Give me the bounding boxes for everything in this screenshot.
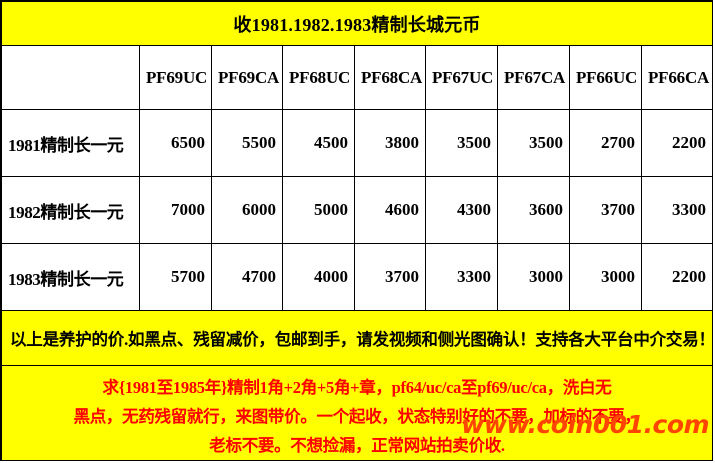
price-cell: 5700: [139, 243, 212, 311]
price-cell: 3300: [425, 243, 498, 311]
price-cell: 2700: [569, 109, 642, 177]
wanted-block: 求{1981至1985年}精制1角+2角+5角+章，pf64/uc/ca至pf6…: [2, 366, 712, 460]
wanted-line-2: 黑点，无药残留就行，来图带价。一个起收，状态特别好的不要，加标的不要，: [73, 407, 641, 426]
price-cell: 3500: [425, 109, 498, 177]
price-cell: 4000: [282, 243, 355, 311]
column-header-pf68uc: PF68UC: [282, 45, 355, 110]
price-cell: 5000: [282, 176, 355, 244]
price-cell: 4500: [282, 109, 355, 177]
column-header-pf67uc: PF67UC: [425, 45, 498, 110]
column-header-pf69uc: PF69UC: [139, 45, 212, 110]
table-row: 1983精制长一元 5700 4700 4000 3700 3300 3000 …: [1, 243, 714, 311]
price-cell: 3500: [497, 109, 570, 177]
price-cell: 3000: [497, 243, 570, 311]
wanted-line-1: 求{1981至1985年}精制1角+2角+5角+章，pf64/uc/ca至pf6…: [102, 378, 612, 397]
price-cell: 6500: [139, 109, 212, 177]
note-row: 以上是养护的价.如黑点、残留减价，包邮到手，请发视频和侧光图确认！支持各大平台中…: [0, 310, 714, 366]
page-title: 收1981.1982.1983精制长城元币: [0, 1, 714, 46]
price-cell: 3700: [354, 243, 426, 311]
condition-note: 以上是养护的价.如黑点、残留减价，包邮到手，请发视频和侧光图确认！支持各大平台中…: [0, 310, 714, 366]
column-header-pf66uc: PF66UC: [569, 45, 642, 110]
wanted-line-3: 老标不要。不想捡漏，正常网站拍卖价收.: [209, 436, 505, 455]
column-header-pf69ca: PF69CA: [211, 45, 283, 110]
wanted-row: 求{1981至1985年}精制1角+2角+5角+章，pf64/uc/ca至pf6…: [0, 365, 714, 461]
column-header-pf67ca: PF67CA: [497, 45, 570, 110]
price-cell: 4600: [354, 176, 426, 244]
price-cell: 3800: [354, 109, 426, 177]
price-cell: 4700: [211, 243, 283, 311]
table-header-row: PF69UC PF69CA PF68UC PF68CA PF67UC PF67C…: [1, 45, 714, 110]
table-row: 1981精制长一元 6500 5500 4500 3800 3500 3500 …: [1, 109, 714, 177]
row-label: 1983精制长一元: [1, 243, 140, 311]
price-cell: 4300: [425, 176, 498, 244]
column-header-pf68ca: PF68CA: [354, 45, 426, 110]
title-row: 收1981.1982.1983精制长城元币: [0, 1, 714, 46]
table-row: 1982精制长一元 7000 6000 5000 4600 4300 3600 …: [1, 176, 714, 244]
price-cell: 2200: [640, 109, 714, 177]
price-cell: 3600: [497, 176, 570, 244]
header-corner-cell: [1, 45, 140, 110]
price-cell: 6000: [211, 176, 283, 244]
row-label: 1981精制长一元: [1, 109, 140, 177]
price-cell: 2200: [640, 243, 714, 311]
wanted-cell: 求{1981至1985年}精制1角+2角+5角+章，pf64/uc/ca至pf6…: [0, 365, 714, 461]
price-cell: 3000: [569, 243, 642, 311]
row-label: 1982精制长一元: [1, 176, 140, 244]
column-header-pf66ca: PF66CA: [640, 45, 714, 110]
price-cell: 3700: [569, 176, 642, 244]
price-cell: 7000: [139, 176, 212, 244]
price-cell: 5500: [211, 109, 283, 177]
price-cell: 3300: [640, 176, 714, 244]
